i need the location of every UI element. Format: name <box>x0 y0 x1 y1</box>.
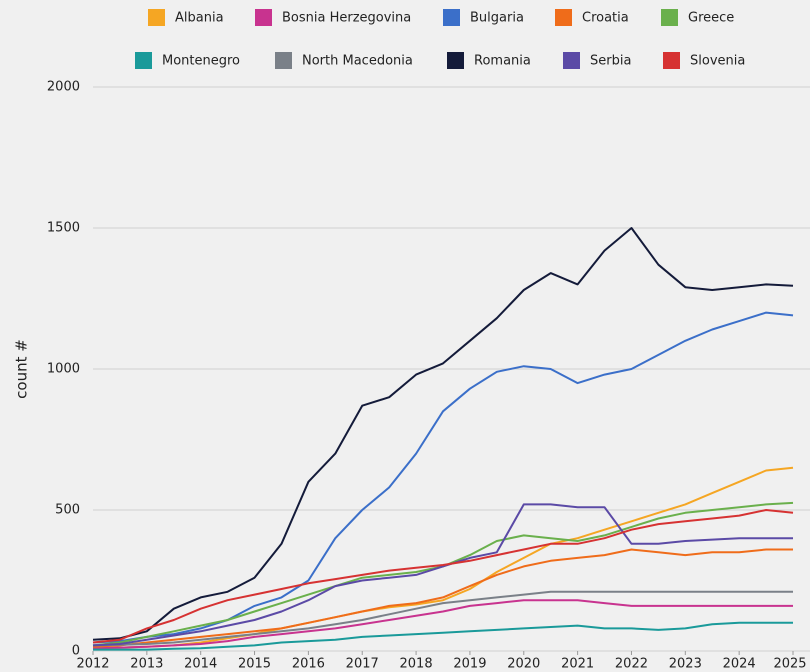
series-line <box>92 509 794 644</box>
legend-swatch <box>135 52 152 69</box>
x-tick-label: 2022 <box>615 657 648 672</box>
y-tick-label: 1000 <box>47 362 80 377</box>
x-tick-label: 2025 <box>773 657 806 672</box>
legend-label: North Macedonia <box>302 54 413 69</box>
legend-swatch <box>555 9 572 26</box>
x-tick-label: 2018 <box>400 657 433 672</box>
legend-label: Albania <box>175 11 224 26</box>
legend-swatch <box>661 9 678 26</box>
legend-label: Montenegro <box>162 54 240 69</box>
series-line <box>93 621 793 651</box>
series-line <box>92 599 793 650</box>
legend-swatch <box>563 52 580 69</box>
series-line <box>92 311 794 644</box>
y-axis-label: count # <box>13 339 31 399</box>
legend-label: Serbia <box>590 54 631 69</box>
x-tick-label: 2014 <box>184 657 217 672</box>
legend-swatch <box>447 52 464 69</box>
legend-swatch <box>255 9 272 26</box>
y-tick-label: 500 <box>55 503 80 518</box>
x-tick-label: 2013 <box>130 657 163 672</box>
legend-label: Greece <box>688 11 734 26</box>
x-tick-label: 2021 <box>561 657 594 672</box>
x-tick-label: 2016 <box>292 657 325 672</box>
x-tick-label: 2012 <box>76 657 109 672</box>
series-line <box>92 501 794 647</box>
y-tick-label: 0 <box>72 644 80 659</box>
legend-swatch <box>663 52 680 69</box>
series-line <box>92 466 794 650</box>
x-tick-label: 2019 <box>453 657 486 672</box>
series-line <box>92 227 794 641</box>
legend-swatch <box>275 52 292 69</box>
legend-label: Slovenia <box>690 54 745 69</box>
x-tick-label: 2015 <box>238 657 271 672</box>
x-tick-label: 2023 <box>669 657 702 672</box>
series-line <box>92 503 793 647</box>
series-line <box>92 548 793 648</box>
legend-label: Bosnia Herzegovina <box>282 11 411 26</box>
series-line <box>92 590 793 647</box>
legend-label: Romania <box>474 54 531 69</box>
x-tick-label: 2020 <box>507 657 540 672</box>
x-tick-label: 2024 <box>723 657 756 672</box>
legend-swatch <box>443 9 460 26</box>
legend-label: Bulgaria <box>470 11 524 26</box>
x-tick-label: 2017 <box>346 657 379 672</box>
legend-label: Croatia <box>582 11 629 26</box>
legend-swatch <box>148 9 165 26</box>
y-tick-label: 2000 <box>47 80 80 95</box>
y-tick-label: 1500 <box>47 221 80 236</box>
